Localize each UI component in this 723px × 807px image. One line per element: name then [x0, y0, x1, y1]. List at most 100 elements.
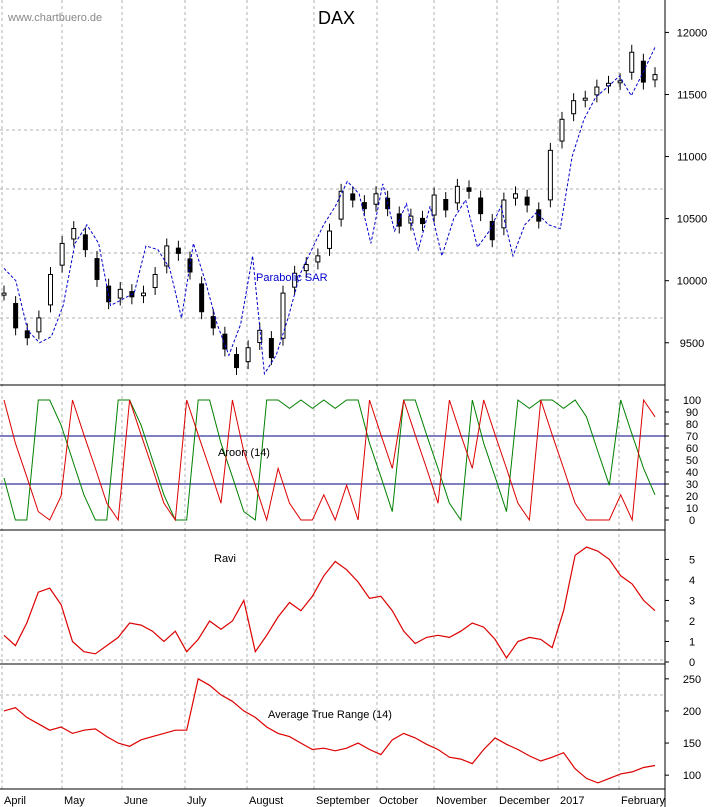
price-candle	[559, 118, 565, 142]
y-tick-label: 70	[686, 431, 698, 443]
price-candle	[582, 97, 588, 101]
price-candle	[361, 202, 367, 210]
y-tick-label: 12000	[677, 27, 708, 39]
price-candle	[292, 272, 298, 288]
y-tick-label: 1	[689, 636, 695, 648]
y-tick-label: 0	[689, 657, 695, 669]
price-candle	[571, 100, 577, 115]
price-candle	[71, 228, 77, 240]
y-tick-label: 80	[686, 419, 698, 431]
price-candle	[24, 330, 30, 339]
price-candle	[466, 187, 472, 192]
aroon-down-line	[3, 398, 656, 522]
y-tick-label: 5	[689, 554, 695, 566]
y-tick-label: 50	[686, 455, 698, 467]
ravi-label: Ravi	[214, 553, 236, 565]
aroon-up-line	[3, 399, 656, 522]
y-tick-label: 2	[689, 616, 695, 628]
price-candle	[59, 242, 65, 266]
price-candle	[443, 199, 449, 211]
y-tick-label: 4	[689, 575, 695, 587]
month-label: May	[64, 795, 85, 807]
price-candle	[257, 329, 263, 344]
price-candle	[524, 196, 530, 206]
axes-layer: 9500100001050011000115001200001020304050…	[4, 27, 707, 807]
month-label: October	[379, 795, 418, 807]
month-label: July	[187, 795, 207, 807]
month-label: September	[316, 795, 370, 807]
price-candle	[617, 80, 623, 84]
price-candle	[210, 316, 216, 329]
y-tick-label: 100	[683, 395, 701, 407]
y-tick-label: 100	[683, 770, 701, 782]
price-candle	[594, 86, 600, 96]
price-candle	[629, 51, 635, 73]
aroon-panel	[0, 398, 665, 522]
parabolic-sar-line	[3, 47, 656, 376]
chart-title: DAX	[318, 8, 355, 28]
atr-panel	[3, 677, 656, 784]
y-tick-label: 20	[686, 491, 698, 503]
price-candle	[513, 193, 518, 199]
price-candle	[48, 273, 53, 306]
price-candle	[245, 347, 251, 363]
y-tick-label: 10500	[677, 214, 708, 226]
ravi-line	[3, 546, 656, 659]
price-candle	[420, 217, 425, 225]
y-tick-label: 60	[686, 443, 698, 455]
month-label: February	[621, 795, 666, 807]
price-candle	[373, 193, 379, 205]
price-candle	[315, 255, 321, 263]
price-candle	[94, 258, 100, 280]
price-candle	[1, 292, 7, 296]
price-candle	[489, 220, 495, 241]
atr-line	[3, 677, 656, 784]
price-candle	[141, 292, 146, 297]
y-tick-label: 30	[686, 479, 698, 491]
y-tick-label: 250	[683, 674, 701, 686]
y-tick-label: 150	[683, 738, 701, 750]
ravi-panel	[3, 546, 656, 659]
price-candle	[327, 230, 332, 249]
y-tick-label: 40	[686, 467, 698, 479]
y-tick-label: 0	[689, 515, 695, 527]
price-candle	[175, 247, 181, 254]
price-candle	[547, 149, 553, 201]
price-candle	[199, 283, 205, 313]
y-tick-label: 3	[689, 595, 695, 607]
month-label: August	[249, 795, 283, 807]
price-candle	[13, 303, 19, 329]
price-candle	[478, 197, 484, 215]
atr-label: Average True Range (14)	[268, 709, 392, 721]
price-candle	[338, 190, 344, 220]
price-candle	[36, 317, 42, 333]
month-label: June	[124, 795, 148, 807]
y-tick-label: 200	[683, 706, 701, 718]
price-candle	[222, 333, 228, 350]
price-candle	[280, 292, 286, 339]
price-candle	[501, 199, 507, 229]
price-annotation: Parabolic SAR	[256, 272, 328, 284]
price-candle	[234, 354, 239, 369]
price-candle	[303, 264, 309, 272]
watermark: www.chartbuero.de	[7, 12, 102, 24]
price-candle	[152, 273, 158, 289]
aroon-label: Aroon (14)	[218, 447, 270, 459]
y-tick-label: 9500	[680, 338, 704, 350]
price-candle	[82, 234, 88, 251]
price-panel	[1, 44, 658, 376]
y-tick-label: 11500	[677, 89, 707, 101]
y-tick-label: 11000	[677, 152, 707, 164]
price-candle	[652, 74, 658, 81]
month-label: 2017	[560, 795, 584, 807]
y-tick-label: 90	[686, 407, 698, 419]
price-candle	[350, 193, 356, 201]
month-label: April	[4, 795, 26, 807]
price-candle	[117, 288, 123, 299]
y-tick-label: 10	[686, 503, 698, 515]
price-candle	[164, 245, 170, 267]
month-label: November	[436, 795, 487, 807]
month-label: December	[499, 795, 550, 807]
grid-layer	[0, 0, 666, 807]
